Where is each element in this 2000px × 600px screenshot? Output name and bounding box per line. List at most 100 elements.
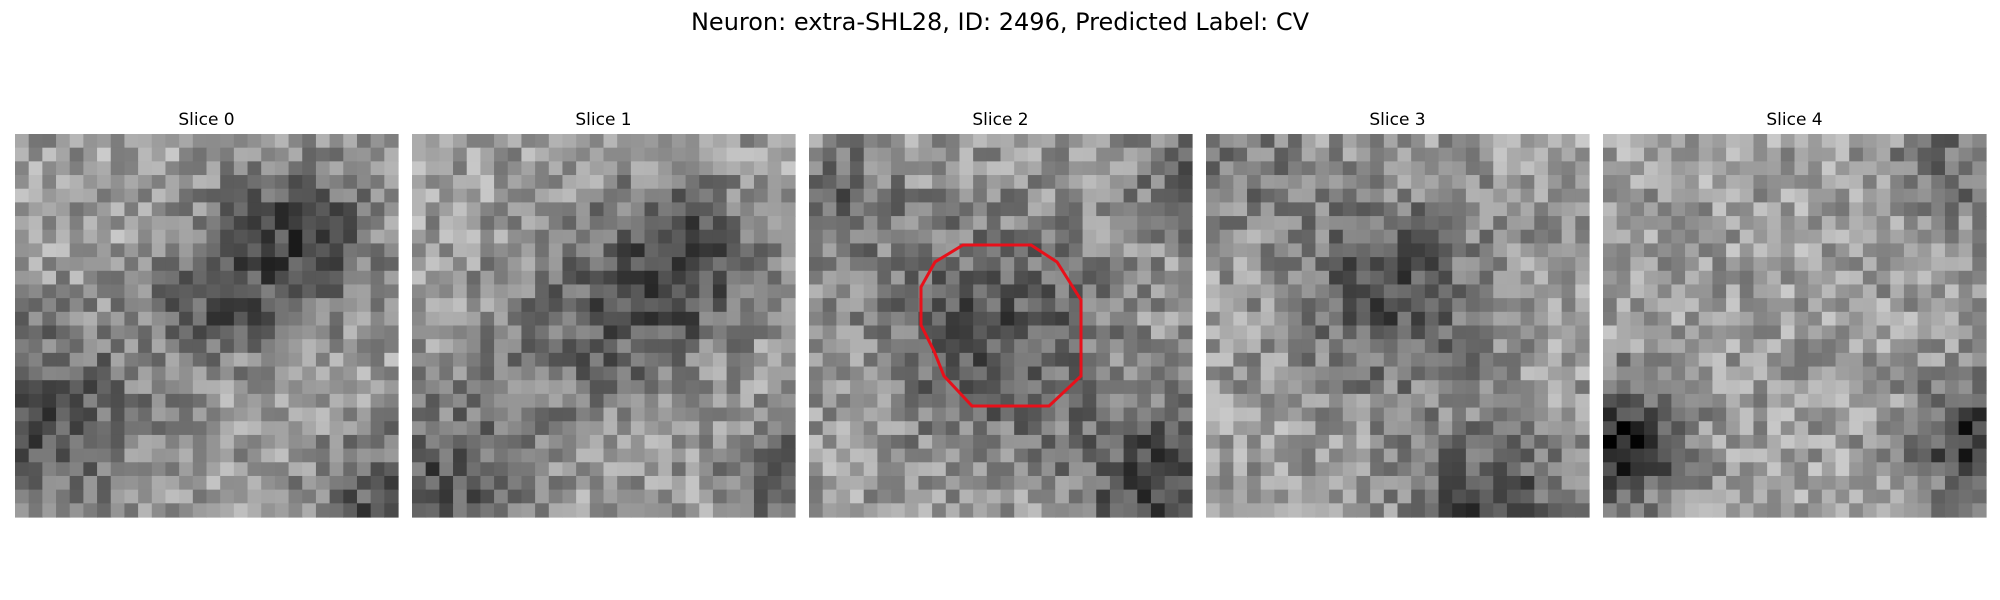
pixel <box>192 475 208 491</box>
pixel <box>56 270 71 286</box>
pixel <box>1862 311 1878 327</box>
pixel <box>1603 134 1618 149</box>
pixel <box>1014 134 1029 149</box>
pixel <box>1685 434 1700 450</box>
pixel <box>42 188 57 203</box>
pixel <box>1739 216 1755 231</box>
pixel <box>1506 202 1522 217</box>
pixel <box>932 161 947 176</box>
pixel <box>356 284 372 299</box>
pixel <box>1794 147 1809 162</box>
pixel <box>1657 339 1672 354</box>
pixel <box>753 243 769 258</box>
pixel <box>1917 393 1932 409</box>
pixel <box>1233 352 1248 368</box>
pixel <box>453 311 468 327</box>
pixel <box>151 243 167 258</box>
pixel <box>1055 147 1070 162</box>
pixel <box>1068 202 1084 217</box>
pixel <box>1835 434 1850 450</box>
pixel <box>439 311 454 327</box>
pixel <box>1452 202 1467 217</box>
pixel <box>1260 257 1275 272</box>
pixel <box>1821 325 1837 340</box>
pixel <box>521 339 536 354</box>
pixel <box>1630 188 1645 203</box>
pixel <box>425 462 440 477</box>
pixel <box>1150 243 1166 258</box>
pixel <box>945 462 961 477</box>
pixel <box>904 462 920 477</box>
pixel <box>1849 216 1864 231</box>
pixel <box>1452 229 1467 245</box>
pixel <box>1506 366 1522 381</box>
pixel <box>548 503 564 518</box>
pixel <box>1547 134 1563 149</box>
pixel <box>630 257 646 272</box>
pixel <box>1465 407 1481 422</box>
pixel <box>1575 257 1590 272</box>
pixel <box>521 257 536 272</box>
pixel <box>1082 503 1097 518</box>
pixel <box>918 188 933 203</box>
pixel <box>356 216 372 231</box>
pixel <box>1726 175 1741 190</box>
pixel <box>1917 284 1932 299</box>
pixel <box>1123 448 1138 463</box>
pixel <box>603 298 618 313</box>
pixel <box>1465 298 1481 313</box>
pixel <box>658 489 673 504</box>
pixel <box>973 134 988 149</box>
pixel <box>1356 448 1371 463</box>
pixel <box>863 393 878 409</box>
pixel <box>28 489 43 504</box>
pixel <box>1123 393 1138 409</box>
pixel <box>712 311 728 327</box>
pixel <box>1890 216 1905 231</box>
pixel <box>1603 175 1618 190</box>
pixel <box>1753 216 1768 231</box>
pixel <box>1206 188 1221 203</box>
pixel <box>412 462 427 477</box>
pixel <box>1726 134 1741 149</box>
pixel <box>28 366 43 381</box>
pixel <box>699 475 714 491</box>
pixel <box>548 175 564 190</box>
pixel <box>1247 257 1262 272</box>
pixel <box>548 229 564 245</box>
pixel <box>1753 352 1768 368</box>
pixel <box>521 366 536 381</box>
pixel <box>453 161 468 176</box>
pixel <box>712 202 728 217</box>
pixel <box>206 503 221 518</box>
pixel <box>453 393 468 409</box>
pixel <box>1644 421 1659 436</box>
pixel <box>1383 216 1399 231</box>
pixel <box>1206 421 1221 436</box>
pixel <box>712 503 728 518</box>
pixel <box>1616 147 1631 162</box>
pixel <box>1356 407 1371 422</box>
pixel <box>439 202 454 217</box>
pixel <box>932 434 947 450</box>
pixel <box>1726 188 1741 203</box>
pixel <box>1575 434 1590 450</box>
pixel <box>233 311 249 327</box>
pixel <box>1137 352 1152 368</box>
pixel <box>370 134 385 149</box>
pixel <box>179 393 194 409</box>
pixel <box>1726 434 1741 450</box>
pixel <box>1726 257 1741 272</box>
pixel <box>1890 188 1905 203</box>
pixel <box>1753 188 1768 203</box>
pixel <box>466 134 481 149</box>
pixel <box>1534 188 1549 203</box>
pixel <box>97 311 112 327</box>
pixel <box>1616 325 1631 340</box>
pixel <box>671 489 687 504</box>
pixel <box>1260 366 1275 381</box>
pixel <box>1041 202 1056 217</box>
pixel <box>658 407 673 422</box>
pixel <box>809 147 824 162</box>
pixel <box>179 434 194 450</box>
